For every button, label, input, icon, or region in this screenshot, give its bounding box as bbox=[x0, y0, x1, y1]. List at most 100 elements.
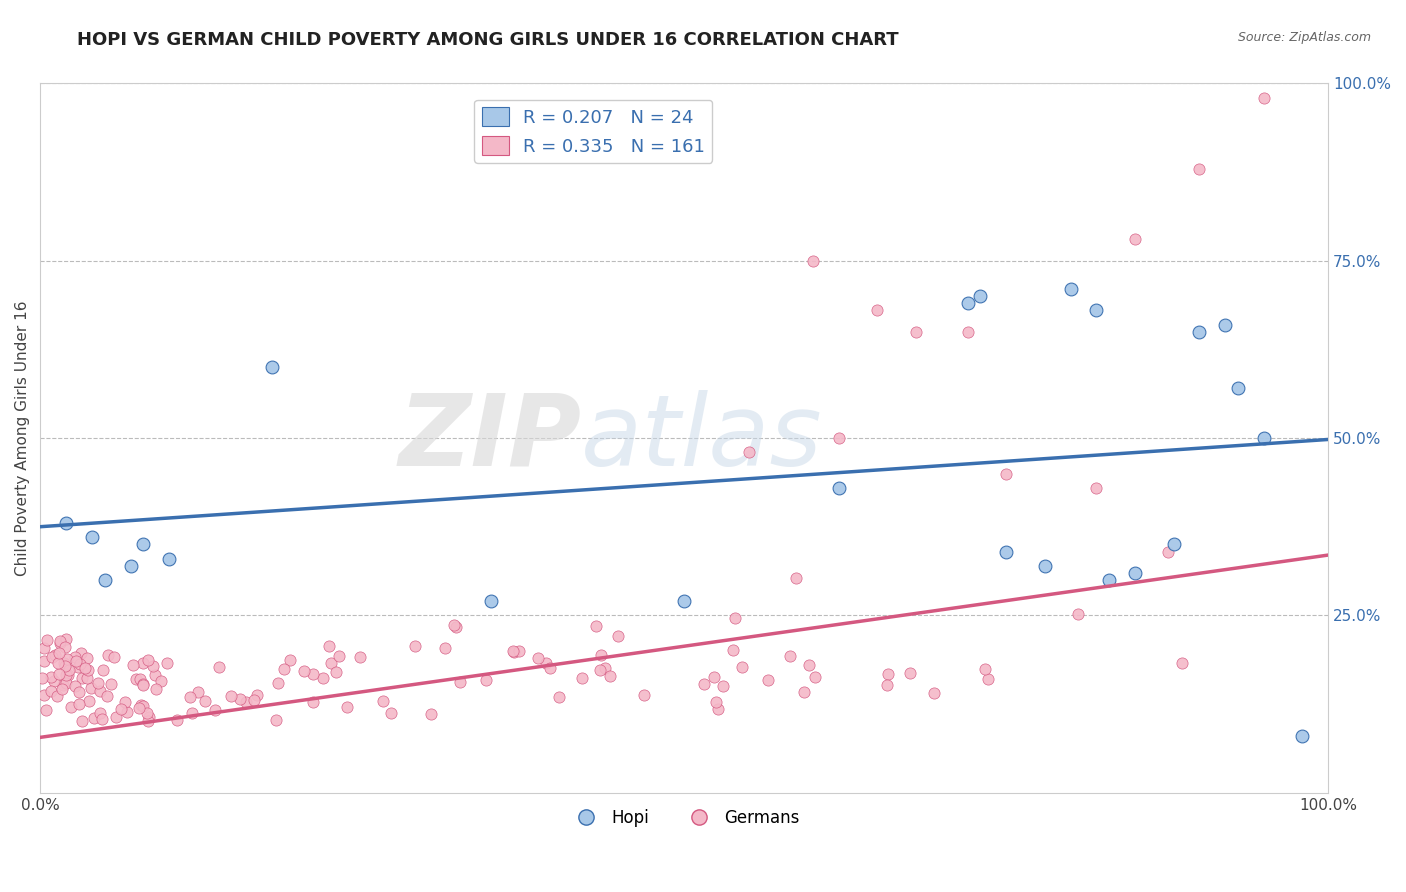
Point bbox=[704, 695, 727, 709]
Point bbox=[828, 431, 851, 445]
Point bbox=[302, 696, 325, 710]
Point bbox=[1253, 431, 1275, 445]
Point bbox=[1059, 282, 1081, 296]
Point bbox=[538, 661, 561, 675]
Point bbox=[693, 677, 716, 691]
Point bbox=[204, 703, 226, 717]
Point bbox=[32, 654, 55, 668]
Point bbox=[731, 659, 754, 673]
Point bbox=[67, 697, 90, 711]
Point bbox=[1253, 90, 1275, 104]
Point bbox=[179, 690, 201, 704]
Point bbox=[243, 692, 266, 706]
Point bbox=[128, 701, 150, 715]
Point bbox=[589, 648, 612, 662]
Point bbox=[278, 653, 301, 667]
Point bbox=[503, 645, 526, 659]
Point bbox=[39, 684, 62, 698]
Point bbox=[48, 633, 70, 648]
Point bbox=[34, 703, 56, 717]
Point bbox=[995, 467, 1018, 481]
Point bbox=[1123, 232, 1146, 246]
Point bbox=[83, 711, 105, 725]
Point bbox=[89, 684, 111, 698]
Point bbox=[49, 636, 72, 650]
Point bbox=[898, 666, 921, 681]
Point bbox=[157, 551, 180, 566]
Point bbox=[125, 672, 148, 686]
Point bbox=[246, 688, 269, 702]
Point bbox=[264, 713, 287, 727]
Point bbox=[828, 481, 851, 495]
Point bbox=[51, 681, 73, 696]
Text: HOPI VS GERMAN CHILD POVERTY AMONG GIRLS UNDER 16 CORRELATION CHART: HOPI VS GERMAN CHILD POVERTY AMONG GIRLS… bbox=[77, 31, 898, 49]
Point bbox=[1085, 481, 1108, 495]
Point bbox=[593, 661, 616, 675]
Text: atlas: atlas bbox=[581, 390, 823, 486]
Point bbox=[70, 671, 93, 685]
Point bbox=[56, 668, 79, 682]
Point bbox=[181, 706, 204, 721]
Point bbox=[475, 673, 498, 687]
Point bbox=[70, 714, 93, 729]
Point bbox=[132, 537, 155, 551]
Point bbox=[292, 664, 315, 678]
Point bbox=[73, 661, 96, 675]
Point bbox=[103, 650, 125, 665]
Point bbox=[89, 706, 111, 720]
Point bbox=[55, 675, 77, 690]
Point bbox=[724, 611, 747, 625]
Point bbox=[508, 644, 530, 658]
Point bbox=[673, 594, 696, 608]
Point bbox=[94, 573, 117, 587]
Point bbox=[589, 663, 612, 677]
Point bbox=[52, 656, 75, 670]
Point bbox=[1291, 729, 1313, 743]
Point bbox=[129, 698, 152, 713]
Point bbox=[711, 679, 734, 693]
Point bbox=[779, 648, 801, 663]
Point bbox=[46, 690, 69, 704]
Point bbox=[956, 325, 979, 339]
Point bbox=[69, 646, 91, 660]
Point bbox=[138, 710, 160, 724]
Point bbox=[793, 685, 815, 699]
Point bbox=[46, 657, 69, 671]
Point bbox=[229, 692, 252, 706]
Point bbox=[1213, 318, 1236, 332]
Point bbox=[723, 642, 745, 657]
Point bbox=[785, 571, 807, 585]
Point bbox=[336, 700, 359, 714]
Point bbox=[419, 706, 441, 721]
Point bbox=[219, 689, 242, 703]
Point bbox=[443, 617, 465, 632]
Point bbox=[55, 516, 77, 530]
Point bbox=[404, 639, 426, 653]
Point bbox=[65, 654, 87, 668]
Point bbox=[52, 678, 75, 692]
Legend: Hopi, Germans: Hopi, Germans bbox=[562, 803, 806, 834]
Point bbox=[1033, 558, 1056, 573]
Point bbox=[922, 686, 945, 700]
Point bbox=[150, 673, 173, 688]
Point bbox=[32, 688, 55, 702]
Point bbox=[502, 643, 524, 657]
Point bbox=[599, 668, 621, 682]
Point bbox=[380, 706, 402, 720]
Point bbox=[1067, 607, 1090, 622]
Point bbox=[53, 658, 76, 673]
Point bbox=[121, 658, 143, 673]
Point bbox=[56, 652, 79, 666]
Point bbox=[311, 672, 333, 686]
Point bbox=[105, 709, 128, 723]
Point bbox=[1188, 161, 1211, 176]
Point bbox=[585, 618, 607, 632]
Point bbox=[804, 670, 827, 684]
Point bbox=[96, 689, 118, 703]
Point bbox=[527, 650, 550, 665]
Point bbox=[976, 672, 998, 686]
Point bbox=[756, 673, 779, 687]
Point bbox=[1171, 657, 1194, 671]
Point bbox=[956, 296, 979, 310]
Point bbox=[1098, 573, 1121, 587]
